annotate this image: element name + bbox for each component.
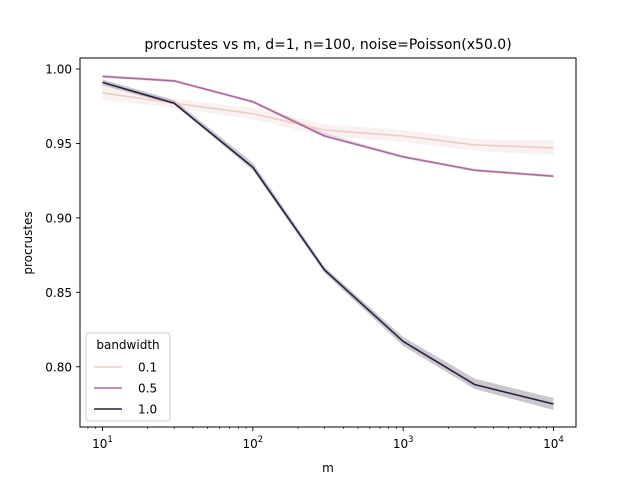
legend: bandwidth 0.1 0.5 1.0 bbox=[85, 332, 171, 422]
y-tick-label: 0.85 bbox=[45, 286, 72, 300]
y-tick-label: 0.95 bbox=[45, 137, 72, 151]
x-tick-label: 104 bbox=[543, 435, 564, 451]
x-axis-label: m bbox=[322, 461, 334, 475]
legend-title: bandwidth bbox=[96, 338, 159, 352]
y-tick-label: 0.90 bbox=[45, 211, 72, 225]
x-tick-label: 102 bbox=[242, 435, 263, 451]
y-tick-label: 0.80 bbox=[45, 360, 72, 374]
ci-band-0-1 bbox=[102, 85, 554, 156]
y-tick-label: 1.00 bbox=[45, 63, 72, 77]
legend-label: 0.1 bbox=[138, 361, 157, 375]
legend-box bbox=[85, 332, 171, 422]
x-tick-label: 103 bbox=[393, 435, 414, 451]
legend-items: 0.1 0.5 1.0 bbox=[94, 361, 157, 417]
x-axis: 101 102 103 104 bbox=[87, 427, 564, 451]
series-line-1-0 bbox=[102, 81, 554, 405]
series-group bbox=[102, 74, 554, 410]
legend-label: 1.0 bbox=[138, 403, 157, 417]
y-axis: 0.80 0.85 0.90 0.95 1.00 bbox=[45, 63, 80, 374]
legend-label: 0.5 bbox=[138, 382, 157, 396]
series-line-0-5 bbox=[102, 75, 554, 177]
plot-frame bbox=[79, 57, 577, 428]
x-tick-label: 101 bbox=[92, 435, 113, 451]
chart-title: procrustes vs m, d=1, n=100, noise=Poiss… bbox=[144, 37, 511, 53]
y-axis-label: procrustes bbox=[21, 211, 35, 274]
